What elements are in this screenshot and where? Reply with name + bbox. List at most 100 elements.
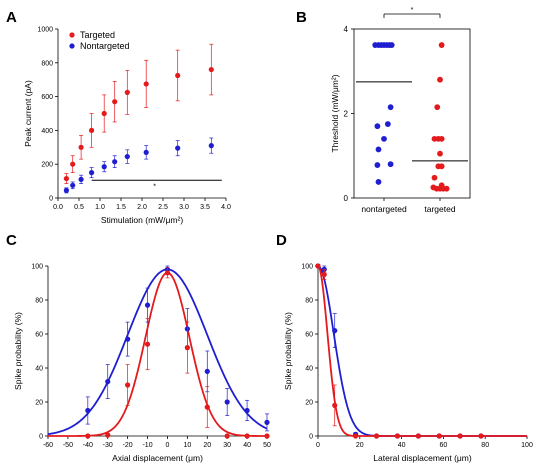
y-tick-label: 4 [344,25,349,34]
data-point [89,127,95,133]
x-tick-label: 3.0 [179,204,189,211]
x-tick-label: 1.5 [116,204,126,211]
series-targeted [412,42,468,192]
y-axis-label: Threshold (mW/μm²) [330,74,340,152]
data-point [394,433,401,439]
y-tick-label: 0 [39,434,43,441]
y-tick-label: 60 [35,332,43,339]
y-tick-label: 100 [31,264,43,271]
data-point [175,145,181,151]
data-point [63,175,69,182]
legend-entry: Targeted [69,30,115,40]
x-tick-label: -20 [123,442,133,449]
legend-label: Targeted [80,30,115,40]
data-point [224,399,230,405]
legend-marker [69,43,75,49]
data-point [437,150,443,157]
panel-a: A 0.0 0.5 1.0 1.5 2.0 2.5 3.0 3.5 4.0 0 200 400 600 80… [6,9,231,225]
data-point [478,433,484,439]
data-point [315,263,321,269]
x-tick-label: 2.0 [137,204,147,211]
data-point [144,302,151,308]
series-nontargeted [63,137,214,194]
significance-bracket [383,13,441,18]
series-targeted [315,263,484,439]
y-tick-label: 600 [41,94,53,101]
x-tick-label: -10 [142,442,152,449]
data-point [434,104,441,111]
x-tick-label: 20 [203,442,211,449]
data-point [244,433,250,439]
x-tick-label: 4.0 [221,204,231,211]
x-axis-label: Lateral displacement (μm) [373,453,472,463]
plot-frame [353,28,471,199]
data-point [89,170,95,176]
data-point [373,433,380,439]
data-point [70,161,76,167]
data-point [415,433,421,439]
data-point [184,345,190,351]
y-tick-label: 40 [35,366,43,373]
y-axis-label: Spike probability (%) [283,312,293,390]
panel-label: D [276,232,287,249]
data-point [381,135,387,142]
data-point [112,99,118,105]
data-point [124,153,130,160]
x-axis-label: Axial displacement (μm) [112,453,203,463]
y-tick-label: 400 [41,128,53,135]
data-point [208,66,214,73]
data-point [431,174,438,181]
legend-label: Nontargeted [80,41,130,51]
data-point [101,110,107,117]
x-tick-label: 3.5 [200,204,210,211]
x-tick-label: -60 [43,442,53,449]
y-tick-label: 80 [35,298,43,305]
data-point [125,382,131,388]
data-point [78,144,84,150]
y-axis-label: Peak current (pA) [23,80,33,147]
x-tick-label: -30 [103,442,113,449]
data-point [321,271,327,278]
x-tick-label: 50 [263,442,271,449]
panel-d: D 0 20 40 60 80 100 0 20 40 60 80 100 Lateral displac… [276,232,533,463]
series-targeted [63,43,214,184]
data-point [105,432,111,438]
x-tick-label: 0 [166,442,170,449]
data-point [387,161,394,168]
data-point [204,404,210,410]
panel-label: A [6,9,17,26]
data-point [438,163,445,170]
fit-curve-targeted [48,271,267,437]
x-tick-label: 20 [356,442,364,449]
x-axis-label: Stimulation (mW/μm²) [101,215,184,225]
x-tick-label: 10 [183,442,191,449]
x-tick-label: 0 [316,442,320,449]
data-point [384,121,391,127]
data-point [244,407,250,414]
legend-entry: Nontargeted [69,41,130,51]
x-tick-label: 2.5 [158,204,168,211]
category-label: nontargeted [361,204,407,214]
fit-curve-nontargeted [47,268,268,436]
data-point [438,42,445,48]
data-point [374,162,381,168]
data-point [175,72,181,79]
y-tick-label: 60 [305,332,313,339]
data-point [70,182,76,188]
y-tick-label: 2 [344,110,349,119]
data-point [437,76,443,83]
significance-star: * [153,184,156,191]
data-point [387,104,394,111]
data-point [438,135,445,142]
data-point [208,143,214,149]
legend-marker [69,32,75,38]
y-tick-label: 20 [35,400,43,407]
panel-b: B 0 2 4 nontargeted targeted Threshold (mW/μm²… [296,7,471,214]
data-point [436,433,442,439]
x-tick-label: -50 [63,442,73,449]
series-nontargeted [356,42,412,185]
data-point [264,433,270,439]
x-tick-label: 1.0 [95,204,105,211]
